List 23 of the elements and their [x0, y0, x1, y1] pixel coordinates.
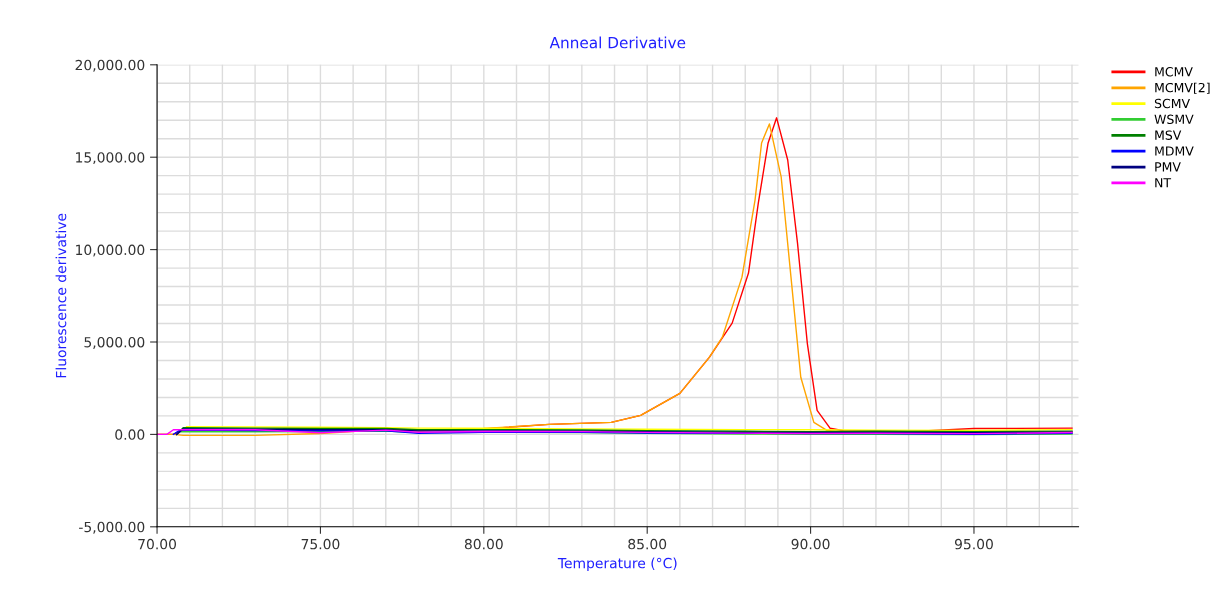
legend-label: MCMV [1155, 67, 1193, 77]
y-tick-label: 5,000.00 [84, 336, 145, 349]
x-tick-label: 80.00 [464, 538, 503, 550]
legend-label: WSMV [1154, 114, 1194, 125]
y-tick-label: 15,000.00 [76, 152, 145, 165]
legend-label: PMV [1155, 162, 1181, 172]
x-axis-title: Temperature (°C) [557, 557, 677, 572]
y-tick-label: 10,000.00 [76, 244, 145, 257]
y-tick-label: 20,000.00 [75, 59, 145, 72]
legend-label: NT [1155, 178, 1172, 188]
x-tick-label: 90.00 [791, 538, 830, 550]
legend-label: MDMV [1155, 146, 1194, 156]
y-tick-label: -5,000.00 [79, 521, 145, 534]
legend-label: SCMV [1154, 98, 1190, 109]
x-tick-label: 95.00 [954, 538, 993, 550]
legend-label: MSV [1155, 130, 1182, 140]
x-tick-label: 75.00 [301, 538, 340, 550]
x-tick-label: 70.00 [138, 538, 177, 550]
x-tick-label: 85.00 [628, 538, 667, 550]
chart-title: Anneal Derivative [549, 36, 686, 49]
y-axis-title: Fluorescence derivative [55, 213, 67, 378]
y-tick-label: 0.00 [115, 429, 145, 440]
legend-label: MCMV[2] [1155, 82, 1210, 94]
